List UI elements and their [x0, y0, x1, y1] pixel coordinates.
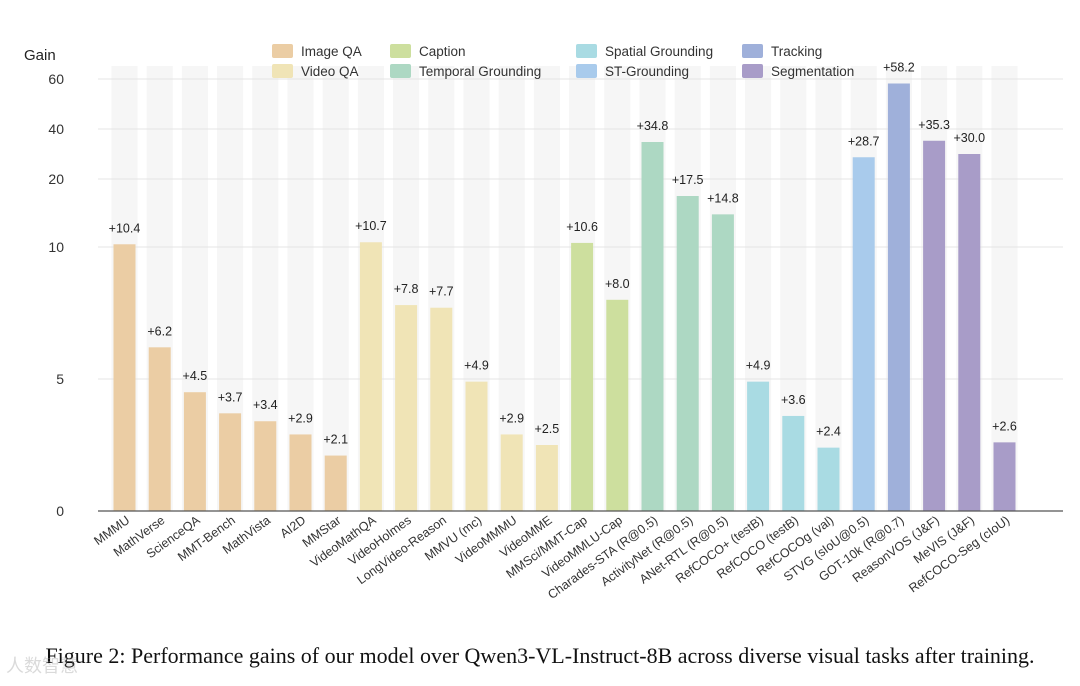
bar: [254, 421, 277, 511]
bar: [535, 445, 558, 511]
bar: [676, 196, 699, 511]
bar-value-label: +7.8: [394, 282, 419, 296]
bar: [465, 381, 488, 511]
legend-item: Video QA: [272, 64, 359, 79]
bar-value-label: +3.7: [218, 390, 243, 404]
bar: [606, 299, 629, 511]
bar: [887, 83, 910, 511]
legend-item: Segmentation: [742, 64, 854, 79]
bar-value-label: +2.1: [323, 433, 348, 447]
column-band: [533, 66, 560, 511]
bar-value-label: +28.7: [848, 134, 880, 148]
legend-swatch: [576, 44, 597, 58]
y-tick-label: 10: [48, 239, 64, 255]
legend-swatch: [272, 44, 293, 58]
bar-value-label: +10.4: [109, 221, 141, 235]
figure-caption: Figure 2: Performance gains of our model…: [45, 643, 1035, 668]
y-tick-label: 5: [56, 371, 64, 387]
bar-value-label: +4.9: [746, 359, 771, 373]
bar-value-label: +2.9: [499, 411, 524, 425]
bar: [958, 154, 981, 511]
legend-item: Caption: [390, 44, 466, 59]
bar: [852, 157, 875, 511]
legend-swatch: [390, 44, 411, 58]
legend-label: Caption: [419, 44, 466, 59]
bars: [113, 83, 1016, 512]
legend-swatch: [742, 44, 763, 58]
column-bands: [111, 66, 1018, 511]
bar-value-label: +4.9: [464, 359, 489, 373]
y-axis-label: Gain: [24, 47, 56, 64]
y-tick-label: 40: [48, 121, 64, 137]
bar-value-label: +2.5: [535, 422, 560, 436]
legend-label: Spatial Grounding: [605, 44, 713, 59]
bar-value-label: +8.0: [605, 277, 630, 291]
y-tick-label: 0: [56, 503, 64, 519]
column-band: [322, 66, 349, 511]
bar: [289, 434, 312, 511]
legend-item: Spatial Grounding: [576, 44, 713, 59]
y-tick-label: 20: [48, 171, 64, 187]
legend-swatch: [390, 64, 411, 78]
legend-swatch: [272, 64, 293, 78]
legend: Image QA Video QA Caption Temporal Groundin…: [272, 44, 854, 79]
bar: [500, 434, 523, 511]
bar: [782, 415, 805, 511]
bar: [113, 244, 136, 511]
bar-value-label: +35.3: [918, 118, 950, 132]
legend-swatch: [576, 64, 597, 78]
x-axis-labels: MMMUMathVerseScienceQAMMT-BenchMathVista…: [91, 513, 1012, 602]
bar: [430, 307, 453, 511]
bar: [219, 413, 242, 511]
bar: [711, 214, 734, 512]
bar: [817, 447, 840, 511]
bar-value-label: +7.7: [429, 285, 454, 299]
gain-bar-chart: 0 5 10 20 40 60 Gain Image QA Video QA Caption T…: [24, 44, 1063, 602]
bar: [324, 455, 347, 511]
legend-item: Tracking: [742, 44, 822, 59]
legend-label: Tracking: [771, 44, 822, 59]
legend-label: Segmentation: [771, 64, 854, 79]
bar-value-label: +10.7: [355, 219, 387, 233]
legend-item: Temporal Grounding: [390, 64, 541, 79]
legend-label: Video QA: [301, 64, 359, 79]
bar: [747, 381, 770, 511]
bar-value-label: +34.8: [637, 119, 669, 133]
watermark: 人数智慧: [6, 656, 78, 677]
bar-value-label: +14.8: [707, 191, 739, 205]
bar-value-label: +10.6: [566, 220, 598, 234]
bar: [359, 242, 382, 512]
y-axis-ticks: 0 5 10 20 40 60: [48, 71, 64, 519]
bar: [641, 142, 664, 511]
value-labels: +10.4 +6.2 +4.5 +3.7 +3.4 +2.9 +2.1 +10.7 +7.8 +7…: [109, 61, 1017, 447]
legend-item: Image QA: [272, 44, 362, 59]
column-band: [991, 66, 1018, 511]
legend-label: ST-Grounding: [605, 64, 689, 79]
bar-value-label: +3.6: [781, 393, 806, 407]
bar-value-label: +2.6: [992, 419, 1017, 433]
column-band: [815, 66, 842, 511]
legend-swatch: [742, 64, 763, 78]
bar: [183, 392, 206, 511]
legend-item: ST-Grounding: [576, 64, 689, 79]
bar: [395, 305, 418, 511]
legend-label: Temporal Grounding: [419, 64, 541, 79]
y-tick-label: 60: [48, 71, 64, 87]
bar-value-label: +2.9: [288, 411, 313, 425]
bar-value-label: +30.0: [953, 131, 985, 145]
legend-label: Image QA: [301, 44, 362, 59]
bar-value-label: +4.5: [183, 369, 208, 383]
bar-value-label: +2.4: [816, 425, 841, 439]
bar-value-label: +58.2: [883, 61, 915, 75]
bar: [993, 442, 1016, 511]
bar: [148, 347, 171, 511]
bar: [571, 242, 594, 512]
bar-value-label: +3.4: [253, 398, 278, 412]
bar-value-label: +6.2: [147, 324, 172, 338]
bar-value-label: +17.5: [672, 173, 704, 187]
bar: [923, 140, 946, 511]
